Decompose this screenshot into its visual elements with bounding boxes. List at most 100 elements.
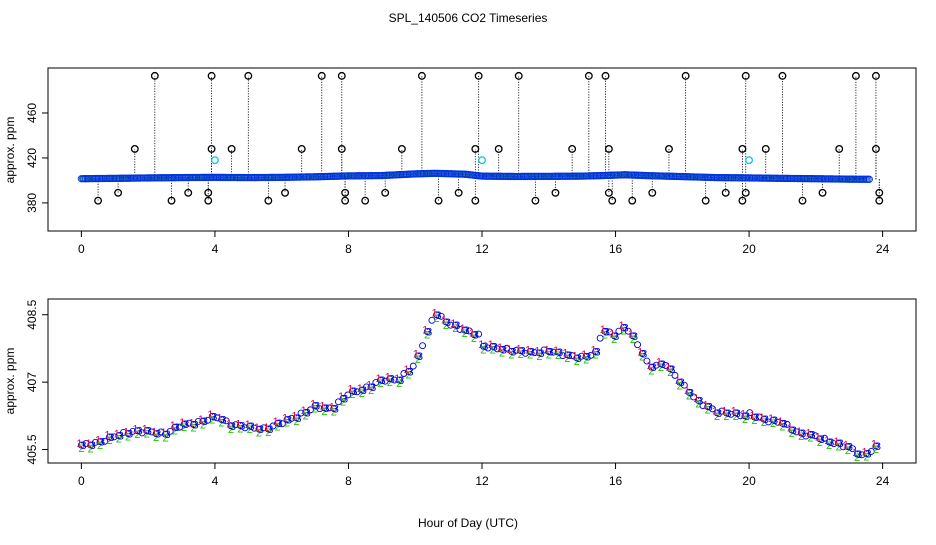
trend-point — [311, 402, 319, 410]
series-symbol-2: 2 — [574, 356, 580, 368]
series-symbol-1: 1 — [179, 417, 185, 429]
trend-point — [662, 362, 670, 369]
series-symbol-1: 1 — [132, 423, 138, 435]
series-symbol-3: 3 — [454, 320, 460, 332]
series-symbol-1: 1 — [581, 349, 587, 361]
trend-point — [442, 318, 450, 326]
baseline-point-green — [552, 173, 558, 179]
series-symbol-2: 2 — [153, 432, 159, 444]
spike-point — [514, 71, 523, 80]
series-symbol-3: 3 — [651, 362, 657, 374]
baseline-point-green — [307, 174, 313, 180]
spike-point — [184, 188, 193, 197]
baseline-point-green — [181, 175, 187, 181]
cyan-point — [745, 156, 754, 165]
trend-point — [615, 327, 623, 335]
trend-point — [736, 412, 744, 420]
baseline-point-green — [299, 174, 305, 180]
trend-point — [746, 409, 754, 417]
series-symbol-2: 2 — [377, 378, 383, 390]
trend-point — [498, 345, 506, 353]
baseline-point-green — [96, 176, 102, 182]
series-symbol-1: 1 — [516, 343, 522, 355]
series-symbol-2: 2 — [97, 440, 103, 452]
baseline-point-green — [375, 173, 381, 179]
series-symbol-3: 3 — [697, 395, 703, 407]
spike-point — [297, 144, 306, 153]
baseline-point-green — [349, 173, 356, 179]
trend-point — [96, 438, 104, 446]
baseline-point-green — [273, 174, 280, 180]
trend-point — [643, 357, 651, 365]
baseline-point-green — [265, 174, 271, 181]
series-symbol-3: 3 — [258, 424, 264, 436]
series-symbol-2: 2 — [864, 452, 870, 464]
spike-point — [317, 71, 326, 80]
series-symbol-1: 1 — [693, 393, 699, 405]
trend-point — [648, 363, 656, 371]
trend-point — [292, 414, 300, 422]
series-symbol-1: 1 — [628, 329, 634, 341]
trend-point — [671, 371, 679, 379]
baseline-point-green — [113, 175, 119, 181]
trend-point — [363, 383, 370, 391]
trend-point — [732, 409, 740, 417]
series-symbol-2: 2 — [415, 354, 421, 366]
trend-point — [77, 441, 85, 449]
trend-point — [166, 427, 174, 435]
spike-point — [94, 196, 103, 205]
baseline-point-green — [561, 173, 567, 179]
spike-point — [337, 144, 346, 153]
series-symbol-2: 2 — [256, 427, 262, 439]
trend-point — [260, 424, 268, 432]
trend-point — [811, 432, 819, 440]
series-symbol-2: 2 — [620, 326, 626, 338]
series-symbol-1: 1 — [833, 436, 839, 448]
spike-point — [871, 71, 880, 80]
x-axis-label: Hour of Day (UTC) — [418, 516, 518, 530]
trend-point — [652, 361, 660, 369]
top-x-axis: 0 4 8 12 16 20 24 — [78, 231, 890, 256]
trend-point — [521, 349, 529, 357]
baseline-point-green — [214, 174, 220, 180]
baseline-point-green — [155, 175, 161, 181]
baseline-point-green — [518, 173, 524, 180]
series-symbol-3: 3 — [342, 393, 348, 405]
series-symbol-2: 2 — [125, 432, 131, 444]
baseline-point-green — [577, 173, 583, 179]
series-symbol-2: 2 — [340, 397, 346, 409]
trend-point — [119, 428, 127, 436]
baseline-point-green — [206, 174, 212, 180]
series-symbol-1: 1 — [254, 422, 260, 434]
series-symbol-1: 1 — [749, 410, 755, 422]
series-symbol-2: 2 — [237, 424, 243, 436]
trend-point — [755, 413, 763, 421]
trend-point — [816, 435, 824, 443]
trend-point — [549, 348, 557, 356]
spike-point — [818, 188, 827, 197]
spike-point — [551, 188, 560, 197]
trend-point — [741, 412, 749, 420]
trend-point — [793, 428, 800, 436]
baseline-point-green — [138, 175, 145, 181]
series-symbol-2: 2 — [602, 330, 608, 342]
trend-point — [634, 341, 642, 349]
trend-point — [465, 327, 473, 335]
trend-point — [722, 409, 730, 417]
series-symbol-1: 1 — [731, 406, 737, 418]
trend-point — [839, 443, 847, 451]
series-symbol-1: 1 — [469, 327, 475, 339]
series-symbol-1: 1 — [86, 438, 92, 450]
top-panel: 0 4 8 12 16 20 24 380 420 460 approx. ppm — [3, 67, 917, 256]
series-symbol-1: 1 — [553, 345, 559, 357]
series-symbol-2: 2 — [181, 422, 187, 434]
series-symbol-1: 1 — [263, 422, 269, 434]
baseline-point-green — [805, 176, 811, 182]
bottom-x-tick-label: 8 — [345, 474, 352, 488]
series-symbol-1: 1 — [123, 426, 129, 438]
baseline-point-green — [797, 176, 803, 182]
baseline-point-green — [189, 174, 195, 181]
trend-point — [564, 351, 571, 359]
bottom-y-tick-label: 405.5 — [25, 434, 39, 464]
spike-point — [381, 188, 390, 197]
